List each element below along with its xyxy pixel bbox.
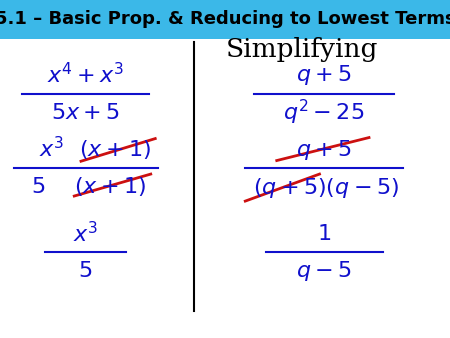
Text: $5$: $5$ — [31, 176, 45, 198]
Text: $q^2-25$: $q^2-25$ — [284, 98, 364, 127]
Text: $x^3$: $x^3$ — [73, 222, 98, 247]
Text: Simplifying: Simplifying — [225, 37, 378, 62]
Text: $(q+5)(q-5)$: $(q+5)(q-5)$ — [253, 176, 399, 200]
Text: $x^3$: $x^3$ — [39, 137, 64, 162]
Text: $5$: $5$ — [78, 260, 93, 283]
Text: $(x+1)$: $(x+1)$ — [79, 138, 151, 161]
Text: $5x+5$: $5x+5$ — [51, 101, 120, 124]
FancyBboxPatch shape — [0, 0, 450, 39]
Text: $1$: $1$ — [317, 223, 331, 245]
Text: $(x+1)$: $(x+1)$ — [74, 175, 146, 198]
Text: $q+5$: $q+5$ — [296, 138, 352, 162]
Text: $x^4+x^3$: $x^4+x^3$ — [47, 63, 124, 88]
Text: 5.1 – Basic Prop. & Reducing to Lowest Terms: 5.1 – Basic Prop. & Reducing to Lowest T… — [0, 10, 450, 28]
Text: $q+5$: $q+5$ — [296, 63, 352, 88]
Text: $q-5$: $q-5$ — [296, 259, 352, 284]
